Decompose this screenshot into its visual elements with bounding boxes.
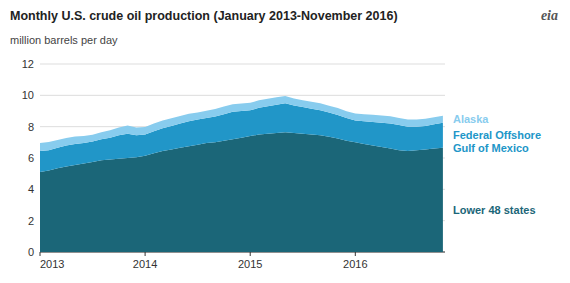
- y-tick-label: 10: [22, 89, 34, 101]
- title: Monthly U.S. crude oil production (Janua…: [10, 9, 398, 23]
- logo: eia: [541, 8, 558, 23]
- series-label-line: Gulf of Mexico: [453, 142, 529, 154]
- axes: 0 2 4 6 8 10 12 2013 2014 2015 2016: [22, 58, 445, 270]
- y-tick-label: 6: [28, 152, 34, 164]
- series-label: Alaska: [453, 113, 489, 125]
- x-tick: [355, 252, 356, 256]
- y-tick-label: 12: [22, 58, 34, 70]
- series-label: Federal OffshoreGulf of Mexico: [453, 129, 541, 154]
- y-tick-label: 0: [28, 246, 34, 258]
- grid-line: [40, 95, 445, 96]
- x-tick: [145, 252, 146, 256]
- subtitle: million barrels per day: [10, 34, 118, 46]
- x-tick-label: 2013: [40, 258, 64, 270]
- x-tick-label: 2016: [343, 258, 367, 270]
- y-tick-label: 8: [28, 121, 34, 133]
- areas: [40, 96, 443, 252]
- y-tick-label: 4: [28, 183, 34, 195]
- series-label: Lower 48 states: [453, 204, 536, 216]
- series-label-line: Lower 48 states: [453, 204, 536, 216]
- x-tick: [40, 252, 41, 256]
- x-tick: [250, 252, 251, 256]
- series-labels: Alaska Federal OffshoreGulf of Mexico Lowe…: [453, 113, 541, 216]
- page: {"chart_data": { "type": "area", "stacke…: [0, 0, 570, 283]
- area: [40, 96, 443, 151]
- series-label-line: Federal Offshore: [453, 129, 541, 141]
- y-tick-label: 2: [28, 215, 34, 227]
- x-tick-label: 2015: [238, 258, 262, 270]
- grid: [40, 64, 445, 252]
- x-tick-label: 2014: [133, 258, 157, 270]
- grid-line: [40, 64, 445, 65]
- series-label-line: Alaska: [453, 113, 489, 125]
- chart: Monthly U.S. crude oil production (Janua…: [0, 0, 570, 283]
